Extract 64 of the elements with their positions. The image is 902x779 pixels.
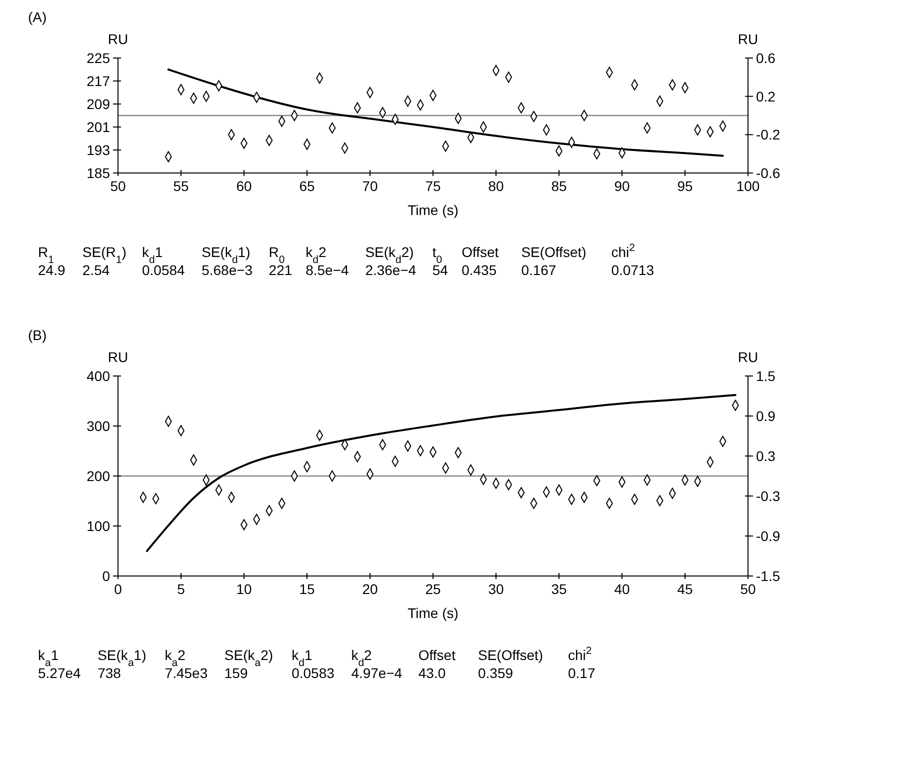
y2-tick-label: 0.6	[756, 50, 776, 66]
x-tick-label: 25	[425, 581, 441, 597]
y-tick-label: 217	[86, 73, 110, 89]
y-tick-label: 400	[86, 368, 110, 384]
y2-tick-label: -0.3	[756, 488, 780, 504]
y2-axis-title: RU	[738, 31, 758, 47]
y-tick-label: 193	[86, 142, 110, 158]
x-tick-label: 95	[677, 178, 693, 194]
x-tick-label: 55	[173, 178, 189, 194]
y-tick-label: 200	[86, 468, 110, 484]
chart-title: (B)	[28, 327, 47, 343]
x-tick-label: 40	[614, 581, 630, 597]
y2-tick-label: 1.5	[756, 368, 776, 384]
x-axis-title: Time (s)	[408, 605, 458, 621]
x-tick-label: 80	[488, 178, 504, 194]
x-tick-label: 20	[362, 581, 378, 597]
y-axis-title: RU	[108, 31, 128, 47]
y-tick-label: 300	[86, 418, 110, 434]
text: Offset	[462, 244, 499, 260]
text: SE(Offset)	[478, 647, 544, 663]
y-tick-label: 100	[86, 518, 110, 534]
x-tick-label: 5	[177, 581, 186, 597]
y-tick-label: 225	[86, 50, 110, 66]
x-tick-label: 35	[551, 581, 567, 597]
y2-tick-label: -0.2	[756, 126, 780, 143]
text: chi$^{2}$	[611, 242, 636, 260]
text: 43.0	[418, 665, 446, 681]
x-tick-label: 0	[114, 581, 122, 597]
x-tick-label: 50	[110, 178, 126, 194]
x-tick-label: 15	[299, 581, 315, 597]
y2-tick-label: 0.2	[756, 88, 776, 104]
y-tick-label: 185	[86, 165, 110, 181]
y-tick-label: 0	[102, 568, 110, 584]
x-tick-label: 30	[488, 581, 504, 597]
x-tick-label: 70	[362, 178, 378, 194]
y2-axis-title: RU	[738, 349, 758, 365]
x-tick-label: 85	[551, 178, 567, 194]
y2-tick-label: 0.9	[756, 408, 776, 424]
text: 0.17	[568, 665, 596, 681]
y2-tick-label: -1.5	[756, 568, 780, 584]
y2-tick-label: -0.9	[756, 528, 780, 544]
chart-title: (A)	[28, 9, 47, 25]
text: 0.435	[462, 262, 497, 278]
x-tick-label: 10	[236, 581, 252, 597]
y2-tick-label: 0.3	[756, 448, 776, 464]
x-tick-label: 100	[736, 178, 760, 194]
x-tick-label: 75	[425, 178, 441, 194]
x-axis-title: Time (s)	[408, 202, 458, 218]
y2-tick-label: -0.6	[756, 165, 780, 181]
x-tick-label: 50	[740, 581, 756, 597]
text: 0.167	[521, 262, 556, 278]
text: chi$^{2}$	[568, 645, 592, 663]
text: 0.359	[478, 665, 514, 681]
line-series	[146, 394, 736, 552]
y-axis-title: RU	[108, 349, 128, 365]
x-tick-label: 90	[614, 178, 630, 194]
x-tick-label: 45	[677, 581, 693, 597]
y-tick-label: 209	[86, 96, 110, 112]
x-tick-label: 65	[299, 178, 315, 194]
text: 0.0713	[611, 262, 654, 278]
text: SE(Offset)	[521, 244, 586, 260]
y-tick-label: 201	[86, 119, 110, 135]
x-tick-label: 60	[236, 178, 252, 194]
text: Offset	[418, 647, 456, 663]
